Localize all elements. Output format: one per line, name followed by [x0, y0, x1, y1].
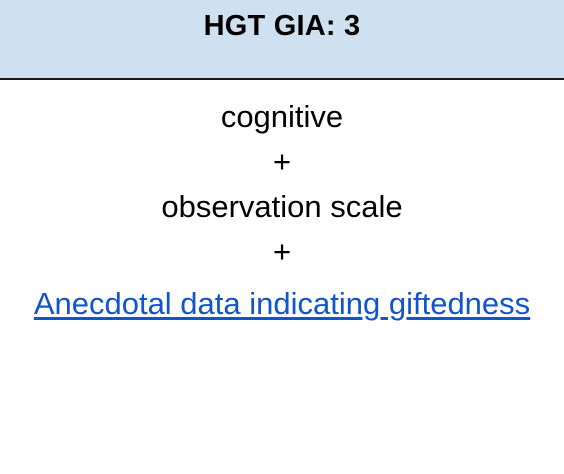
criterion-cognitive: cognitive [220, 99, 344, 134]
plus-separator-1: + [272, 144, 292, 179]
card-header: HGT GIA: 3 [0, 0, 564, 80]
plus-separator-2: + [272, 234, 292, 269]
criterion-observation-scale: observation scale [161, 189, 403, 224]
anecdotal-data-link[interactable]: Anecdotal data indicating giftedness [33, 286, 531, 321]
criteria-list: cognitive + observation scale + Anecdota… [0, 94, 564, 332]
card-title: HGT GIA: 3 [203, 10, 361, 42]
